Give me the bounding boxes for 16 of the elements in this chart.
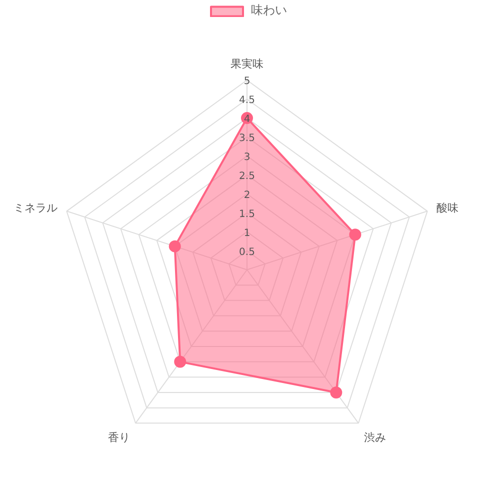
- y-tick-label: 3.5: [239, 133, 255, 144]
- y-tick-label: 4: [244, 114, 250, 126]
- spoke-label: 果実味: [230, 58, 264, 71]
- y-tick-label: 4.5: [239, 95, 255, 106]
- y-tick-label: 1.5: [239, 208, 255, 220]
- y-tick-label: 1: [244, 228, 250, 239]
- y-tick-label: 2.5: [239, 170, 255, 182]
- y-tick-label: 5: [244, 76, 250, 88]
- spoke-label: 香り: [108, 430, 130, 444]
- legend-label: 味わい: [251, 2, 287, 19]
- spoke-label: ミネラル: [14, 202, 58, 215]
- spoke-label: 酸味: [436, 202, 458, 215]
- spoke-label: 渋み: [364, 430, 386, 444]
- y-tick-label: 0.5: [239, 246, 255, 258]
- y-tick-label: 3: [244, 152, 250, 163]
- y-tick-label: 2: [244, 190, 250, 201]
